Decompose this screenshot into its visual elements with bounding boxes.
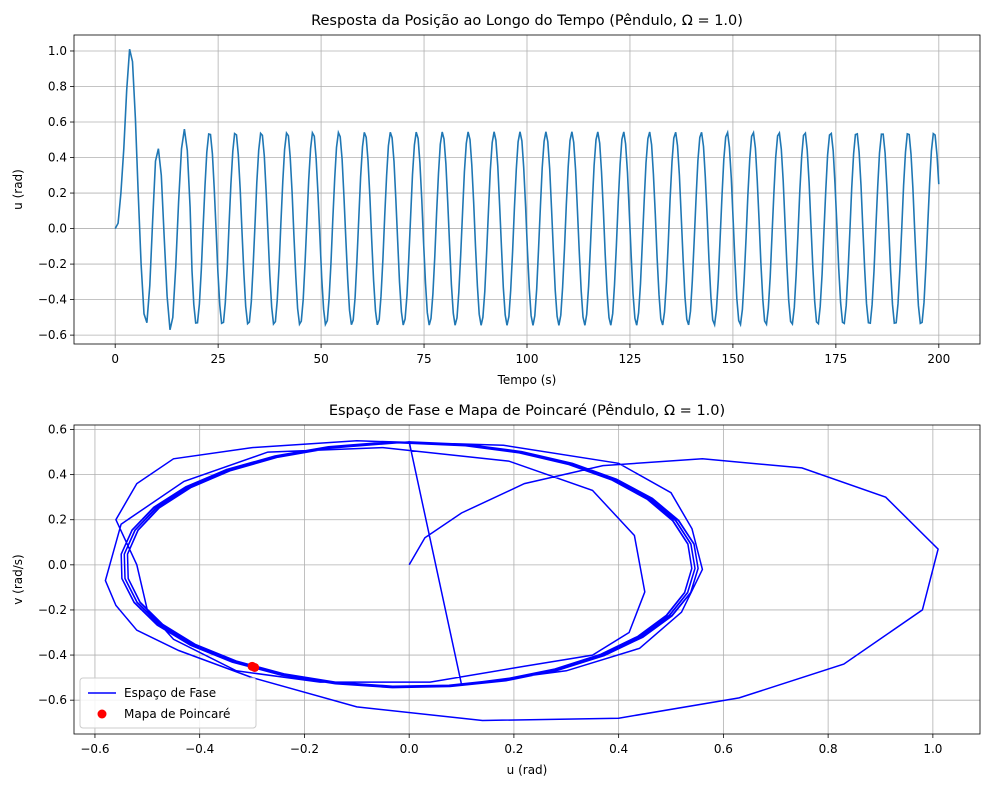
y-tick-label: 1.0 <box>48 44 67 58</box>
y-tick-label: −0.2 <box>38 257 67 271</box>
chart-title: Resposta da Posição ao Longo do Tempo (P… <box>311 13 743 29</box>
time-response-chart: Resposta da Posição ao Longo do Tempo (P… <box>11 13 981 387</box>
y-tick-label: −0.6 <box>38 693 67 707</box>
phase-space-trajectory <box>104 440 939 722</box>
x-tick-label: 50 <box>313 352 328 366</box>
y-tick-label: −0.4 <box>38 293 67 307</box>
y-axis-ticks: −0.6 −0.4 −0.2 0.0 0.2 0.4 0.6 0.8 1.0 <box>38 44 74 342</box>
poincare-point <box>250 662 260 672</box>
x-tick-label: 75 <box>416 352 431 366</box>
legend-entry-phase-space: Espaço de Fase <box>124 686 216 700</box>
x-tick-label: 0.2 <box>504 742 523 756</box>
y-tick-label: 0.2 <box>48 186 67 200</box>
legend: Espaço de Fase Mapa de Poincaré <box>79 677 257 729</box>
x-axis-label: u (rad) <box>507 763 548 777</box>
legend-box <box>79 677 257 729</box>
x-tick-label: 0.6 <box>714 742 733 756</box>
plot-area <box>114 49 940 330</box>
x-tick-label: −0.2 <box>290 742 319 756</box>
legend-dot-swatch <box>97 709 107 719</box>
y-tick-label: −0.6 <box>38 328 67 342</box>
x-tick-label: 1.0 <box>923 742 942 756</box>
y-tick-label: 0.4 <box>48 151 67 165</box>
y-tick-label: −0.2 <box>38 603 67 617</box>
x-tick-label: 100 <box>516 352 539 366</box>
x-tick-label: −0.6 <box>80 742 109 756</box>
legend-entry-poincare: Mapa de Poincaré <box>124 707 230 721</box>
x-tick-label: 0.0 <box>400 742 419 756</box>
grid <box>74 35 980 344</box>
x-tick-label: 125 <box>619 352 642 366</box>
x-axis-label: Tempo (s) <box>497 373 557 387</box>
series-line-u <box>114 49 940 330</box>
plot-area <box>104 440 939 722</box>
y-tick-label: 0.2 <box>48 513 67 527</box>
y-tick-label: 0.0 <box>48 222 67 236</box>
y-axis-label: u (rad) <box>11 169 25 210</box>
y-tick-label: −0.4 <box>38 648 67 662</box>
x-tick-label: 25 <box>210 352 225 366</box>
x-tick-label: 0.4 <box>609 742 628 756</box>
x-tick-label: 175 <box>824 352 847 366</box>
x-tick-label: −0.4 <box>185 742 214 756</box>
x-tick-label: 0.8 <box>819 742 838 756</box>
x-axis-ticks: 0 25 50 75 100 125 150 175 200 <box>111 344 950 366</box>
phase-space-chart: Espaço de Fase e Mapa de Poincaré (Pêndu… <box>11 403 981 777</box>
x-tick-label: 0 <box>111 352 119 366</box>
y-tick-label: 0.4 <box>48 468 67 482</box>
y-axis-label: v (rad/s) <box>11 554 25 604</box>
y-tick-label: 0.8 <box>48 80 67 94</box>
x-axis-ticks: −0.6 −0.4 −0.2 0.0 0.2 0.4 0.6 0.8 1.0 <box>80 734 942 756</box>
x-tick-label: 150 <box>721 352 744 366</box>
x-tick-label: 200 <box>927 352 950 366</box>
y-axis-ticks: −0.6 −0.4 −0.2 0.0 0.2 0.4 0.6 <box>38 423 74 707</box>
chart-title: Espaço de Fase e Mapa de Poincaré (Pêndu… <box>329 403 725 419</box>
axes-frame <box>73 424 981 735</box>
y-tick-label: 0.0 <box>48 558 67 572</box>
y-tick-label: 0.6 <box>48 115 67 129</box>
y-tick-label: 0.6 <box>48 423 67 437</box>
